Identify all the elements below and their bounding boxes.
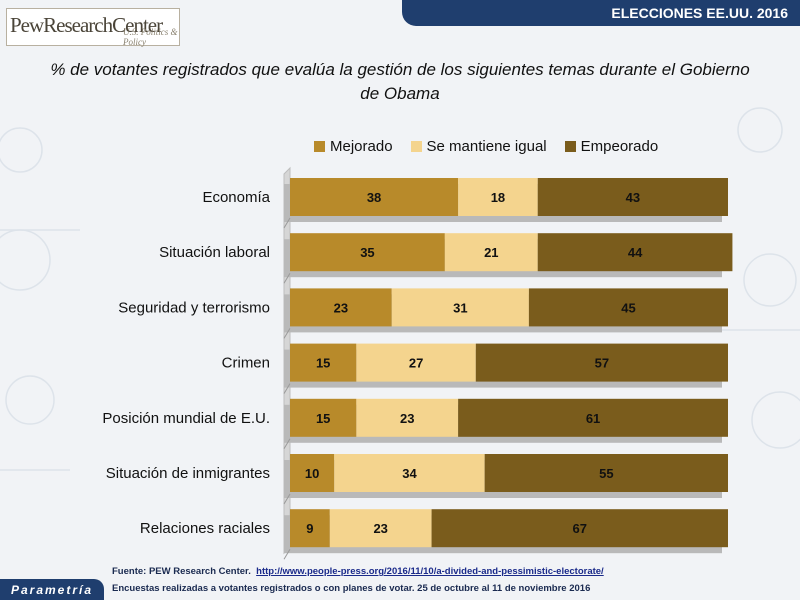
data-label: 23 [400,411,414,426]
parametria-footer-logo: Parametría [0,579,104,600]
bar-segment [356,398,459,437]
data-label: 21 [484,245,498,260]
bar-segment [290,398,357,437]
survey-note: Encuestas realizadas a votantes registra… [112,583,591,594]
bar-segment [444,233,538,272]
bar-segment [290,233,445,272]
row-divider [283,383,291,394]
legend-label-igual: Se mantiene igual [426,137,547,155]
data-label: 35 [360,245,374,260]
source-link[interactable]: http://www.people-press.org/2016/11/10/a… [256,566,604,577]
data-label: 38 [367,190,381,205]
source-line: Fuente: PEW Research Center. http://www.… [112,566,604,577]
data-label: 31 [453,300,467,315]
bar-segment [290,509,330,548]
bar-segment [475,343,728,382]
legend-label-empeorado: Empeorado [580,137,659,155]
bar-segment [290,288,392,327]
legend-label-mejorado: Mejorado [330,137,393,155]
legend-item-empeorado: Empeorado [564,137,659,155]
data-label: 15 [316,356,330,371]
data-label: 44 [628,245,643,260]
category-label: Economía [202,189,270,206]
category-label: Situación de inmigrantes [106,465,270,482]
data-label: 34 [402,466,417,481]
data-label: 10 [305,466,319,481]
data-label: 57 [595,356,609,371]
row-divider [283,493,291,505]
legend-swatch-mejorado [314,140,325,152]
bar-segment [334,454,485,492]
bar-segment [391,288,529,327]
category-label: Seguridad y terrorismo [118,299,270,316]
bar-segment [528,288,728,327]
pew-logo: PewResearchCenter U.S. Politics & Policy [6,8,180,47]
data-label: 55 [599,466,613,481]
category-label: Situación laboral [159,244,270,261]
data-label: 27 [409,356,423,371]
bar-segment [329,509,432,548]
source-prefix: Fuente: PEW Research Center. [112,566,251,577]
row-divider [283,328,291,339]
bar-segment [290,454,335,492]
bar-segment [431,509,728,548]
bar-segment [484,454,728,492]
data-label: 15 [316,411,330,426]
bar-segment [537,178,728,216]
chart-title: % de votantes registrados que evalúa la … [50,60,750,103]
category-label: Relaciones raciales [140,520,270,537]
bar-segment [458,398,728,437]
data-label: 18 [491,190,505,205]
bar-segment [290,178,459,216]
data-label: 23 [373,521,387,536]
row-divider [283,217,291,229]
data-label: 43 [626,190,640,205]
bar-segment [356,343,476,382]
data-label: 45 [621,300,635,315]
row-divider [283,548,291,560]
chart-legend: Mejorado Se mantiene igual Empeorado [314,137,676,155]
row-divider [283,438,291,450]
category-label: Posición mundial de E.U. [102,410,270,427]
election-label: ELECCIONES EE.UU. 2016 [611,5,788,21]
row-divider [283,272,291,284]
bar-segment [537,233,733,272]
bar-segment [290,343,357,382]
election-header: ELECCIONES EE.UU. 2016 [402,0,800,26]
legend-swatch-empeorado [564,140,576,152]
legend-swatch-igual [410,140,422,152]
data-label: 67 [573,521,587,536]
data-label: 9 [306,521,313,536]
data-label: 61 [586,411,600,426]
data-label: 23 [334,300,348,315]
logo-name: PewResearchCenter [10,13,163,37]
bar-segment [458,178,538,216]
category-label: Crimen [222,355,270,372]
legend-item-igual: Se mantiene igual [410,137,547,155]
legend-item-mejorado: Mejorado [314,138,393,155]
logo-subtitle: U.S. Politics & Policy [123,27,178,47]
